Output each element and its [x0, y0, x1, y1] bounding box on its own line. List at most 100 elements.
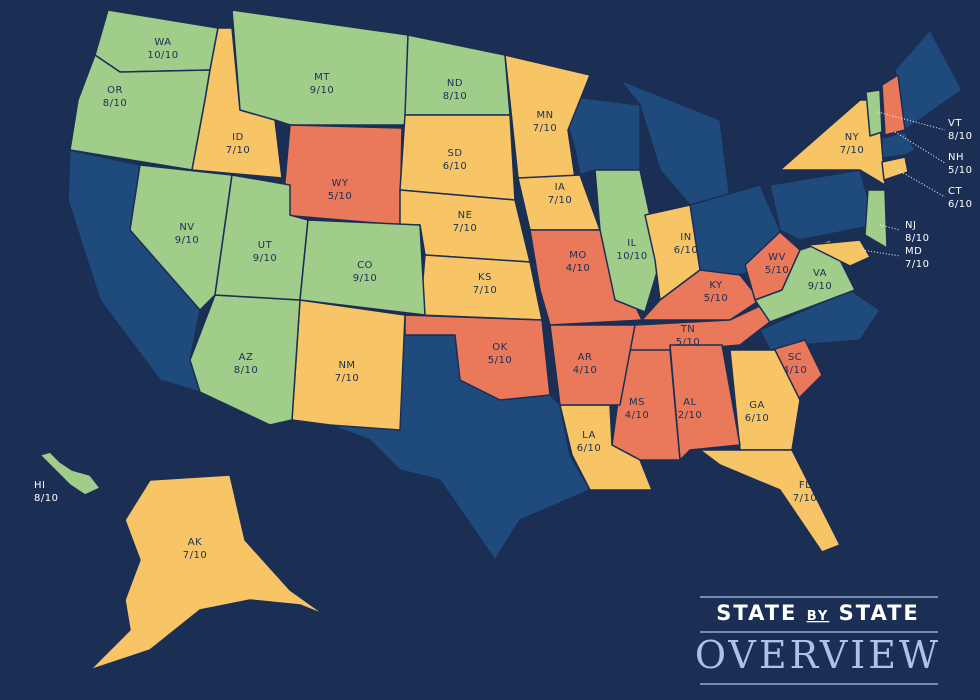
state-score: 7/10: [840, 145, 864, 156]
state-score: 7/10: [533, 123, 557, 134]
state-abbr: MS: [629, 397, 645, 408]
state-shape: [699, 449, 841, 553]
state-shape: [611, 349, 681, 461]
state-score: 4/10: [573, 365, 597, 376]
state-abbr: MT: [314, 72, 330, 83]
state-shape: [39, 451, 101, 496]
state-score: 5/10: [488, 355, 512, 366]
state-shape: [881, 156, 909, 181]
state-abbr: NV: [179, 222, 194, 233]
title-word: BY: [807, 609, 830, 624]
state-abbr: AK: [188, 537, 202, 548]
state-score: 7/10: [473, 285, 497, 296]
state-shape: [191, 27, 283, 179]
state-score: 2/10: [678, 410, 702, 421]
state-abbr: WV: [768, 252, 786, 263]
state-abbr: VA: [813, 268, 827, 279]
state-shape: [754, 239, 856, 323]
state-score: 5/10: [328, 191, 352, 202]
state-score: 9/10: [253, 253, 277, 264]
state-score: 5/10: [948, 165, 972, 176]
state-score: 9/10: [175, 235, 199, 246]
leader-line: [897, 169, 946, 198]
state-score: 6/10: [577, 443, 601, 454]
state-abbr: SD: [447, 148, 462, 159]
state-score: 5/10: [704, 293, 728, 304]
leader-line: [894, 131, 946, 164]
state-abbr: CT: [948, 186, 962, 197]
state-abbr: AR: [578, 352, 593, 363]
leader-line: [879, 224, 901, 231]
state-score: 9/10: [808, 281, 832, 292]
state-abbr: LA: [582, 430, 596, 441]
state-abbr: AZ: [239, 352, 254, 363]
state-score: 8/10: [443, 91, 467, 102]
title-block: STATE BY STATE OVERVIEW: [695, 596, 941, 685]
state-shape: [864, 189, 888, 249]
state-shape: [807, 239, 871, 267]
state-abbr: MN: [536, 110, 553, 121]
state-score: 4/10: [566, 263, 590, 274]
state-abbr: OK: [492, 342, 507, 353]
state-abbr: SC: [788, 352, 802, 363]
state-abbr: IN: [680, 232, 691, 243]
state-score: 5/10: [765, 265, 789, 276]
state-score: 10/10: [616, 251, 647, 262]
state-abbr: IA: [555, 182, 566, 193]
leader-line: [877, 111, 946, 131]
state-abbr: WA: [154, 37, 171, 48]
title-top: STATE BY STATE: [716, 601, 920, 625]
state-abbr: NE: [458, 210, 473, 221]
title-word: STATE: [716, 601, 797, 625]
state-score: 8/10: [948, 131, 972, 142]
state-abbr: HI: [34, 480, 45, 491]
state-score: 6/10: [745, 413, 769, 424]
state-abbr: KY: [709, 280, 723, 291]
state-score: 7/10: [226, 145, 250, 156]
leader-lines: [861, 111, 946, 257]
scored-states: WA 10/10 OR 8/10 ID 7/10 MT 9/10 WY 5/10 ND 8/10 SD 6…: [34, 9, 972, 671]
state-abbr: IL: [627, 238, 637, 249]
state-abbr: CO: [357, 260, 373, 271]
state-shape: [769, 169, 876, 241]
state-score: 7/10: [335, 373, 359, 384]
state-abbr: UT: [258, 240, 273, 251]
state-score: 7/10: [183, 550, 207, 561]
state-shape: [549, 324, 636, 406]
state-abbr: NJ: [905, 220, 916, 231]
state-abbr: NY: [845, 132, 860, 143]
state-score: 8/10: [34, 493, 58, 504]
state-score: 8/10: [103, 98, 127, 109]
state-abbr: NM: [338, 360, 355, 371]
state-abbr: ID: [232, 132, 244, 143]
leader-line: [861, 249, 901, 257]
state-abbr: AL: [683, 397, 696, 408]
state-shape: [559, 404, 653, 491]
state-shape: [404, 314, 551, 401]
state-abbr: VT: [948, 118, 962, 129]
state-abbr: NH: [948, 152, 964, 163]
state-shape: [281, 124, 403, 226]
state-score: 4/10: [783, 365, 807, 376]
state-score: 6/10: [948, 199, 972, 210]
state-abbr: WY: [332, 178, 349, 189]
state-shape: [779, 99, 886, 186]
state-shape: [865, 89, 883, 137]
state-abbr: KS: [478, 272, 492, 283]
state-score: 8/10: [234, 365, 258, 376]
state-shape: [129, 164, 233, 311]
state-shape: [299, 219, 426, 316]
state-shape: [881, 74, 906, 136]
state-score: 7/10: [548, 195, 572, 206]
state-abbr: MO: [569, 250, 587, 261]
state-abbr: MD: [905, 246, 922, 257]
state-shape: [69, 54, 211, 171]
state-score: 4/10: [625, 410, 649, 421]
state-shape: [89, 474, 326, 671]
title-main: OVERVIEW: [695, 633, 941, 677]
state-score: 7/10: [793, 493, 817, 504]
title-word: STATE: [839, 601, 920, 625]
state-score: 6/10: [674, 245, 698, 256]
state-score: 5/10: [676, 337, 700, 348]
